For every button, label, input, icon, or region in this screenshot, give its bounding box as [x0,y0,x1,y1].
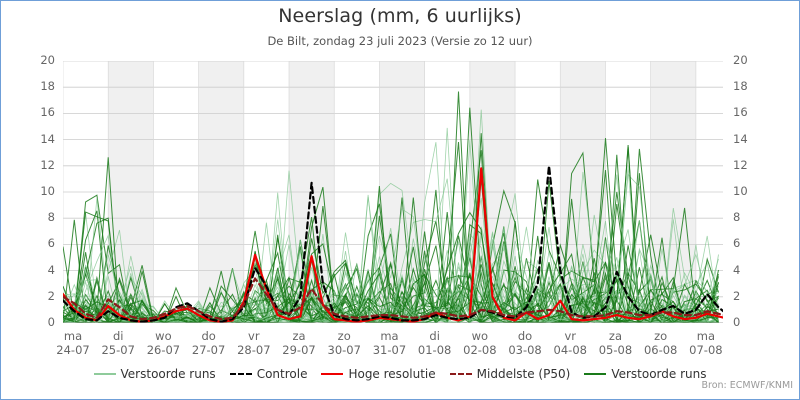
y-tick-label-right: 4 [733,262,741,277]
x-tick-day: zo [337,329,351,343]
x-tick-label: vr 04-08 [547,329,593,357]
y-tick-label-left: 4 [47,262,55,277]
y-tick-label-left: 20 [40,53,55,67]
legend-swatch [449,373,472,375]
y-tick-label-left: 2 [47,288,55,303]
x-tick-day: ma [63,329,83,343]
x-tick-date: 28-07 [237,343,271,357]
y-tick-label-right: 6 [733,236,741,251]
x-tick-label: wo 26-07 [140,329,186,357]
x-tick-label: di 01-08 [412,329,458,357]
legend-swatch [321,373,344,375]
x-tick-date: 03-08 [508,343,542,357]
y-tick-label-right: 2 [733,288,741,303]
y-tick-label-right: 14 [733,131,748,146]
legend-label: Controle [256,367,308,381]
legend-label: Verstoorde runs [611,367,707,381]
x-tick-day: di [112,329,124,343]
x-tick-day: wo [155,329,172,343]
y-tick-label-left: 10 [40,184,55,198]
legend-item[interactable]: Verstoorde runs [584,367,706,381]
x-tick-day: vr [248,329,260,343]
x-tick-label: do 27-07 [186,329,232,357]
x-tick-day: za [608,329,622,343]
chart-legend: Verstoorde runs Controle Hoge resolutie Mid… [1,367,799,381]
y-tick-label-right: 18 [733,79,748,94]
x-tick-label: ma 07-08 [683,329,729,357]
x-tick-date: 06-08 [643,343,678,357]
x-tick-day: do [201,329,216,343]
x-tick-label: ma 24-07 [50,329,96,357]
x-tick-date: 27-07 [191,343,226,357]
legend-label: Verstoorde runs [120,367,216,381]
x-tick-date: 07-08 [689,343,723,357]
x-tick-day: ma [696,329,715,343]
y-tick-label-left: 0 [47,315,55,329]
x-tick-date: 01-08 [417,343,452,357]
x-tick-label: za 05-08 [592,329,638,357]
x-tick-label: vr 28-07 [231,329,277,357]
x-tick-day: wo [471,329,489,343]
legend-label: Middelste (P50) [476,367,571,381]
x-tick-day: zo [654,329,668,343]
legend-item[interactable]: Verstoorde runs [93,367,216,381]
x-tick-day: za [292,329,306,343]
x-tick-day: vr [564,329,577,343]
legend-swatch [93,373,116,375]
ensemble-run-line [63,270,719,323]
y-tick-label-left: 12 [40,157,55,172]
legend-swatch [229,373,252,375]
y-tick-label-right: 0 [733,315,741,329]
x-tick-day: di [429,329,440,343]
x-tick-date: 25-07 [101,343,135,357]
series-line-middelste-p50 [63,277,723,321]
page-subtitle: De Bilt, zondag 23 juli 2023 (Versie zo … [267,34,533,48]
x-tick-label: ma 31-07 [366,329,412,357]
page-title: Neerslag (mm, 6 uurlijks) [278,5,522,27]
x-tick-day: do [517,329,533,343]
y-tick-label-right: 8 [733,210,741,225]
x-tick-label: di 25-07 [95,329,141,357]
x-tick-label: zo 06-08 [638,329,684,357]
y-tick-label-left: 18 [40,79,55,94]
y-tick-label-right: 16 [733,105,748,120]
legend-item[interactable]: Controle [229,367,308,381]
x-tick-date: 29-07 [282,343,316,357]
x-tick-label: zo 30-07 [321,329,367,357]
legend-item[interactable]: Hoge resolutie [321,367,436,381]
legend-item[interactable]: Middelste (P50) [449,367,571,381]
x-tick-date: 30-07 [327,343,361,357]
x-tick-date: 05-08 [598,343,633,357]
x-tick-day: ma [380,329,399,343]
x-tick-label: wo 02-08 [457,329,503,357]
y-tick-label-left: 8 [47,210,55,225]
source-attribution: Bron: ECMWF/KNMI [701,380,794,391]
x-tick-label: do 03-08 [502,329,548,357]
x-tick-label: za 29-07 [276,329,322,357]
y-tick-label-right: 10 [733,184,748,198]
y-tick-label-right: 20 [733,53,748,67]
ensemble-run-line [63,272,719,323]
x-tick-date: 26-07 [146,343,181,357]
x-tick-date: 24-07 [56,343,90,357]
ensemble-run-line [63,138,719,323]
x-tick-date: 02-08 [463,343,497,357]
y-tick-label-left: 14 [40,131,55,146]
y-tick-label-right: 12 [733,157,748,172]
legend-label: Hoge resolutie [348,367,436,381]
plot-area [63,61,723,323]
x-tick-date: 04-08 [553,343,587,357]
y-tick-label-left: 6 [47,236,55,251]
legend-swatch [584,373,607,375]
y-tick-label-left: 16 [40,105,55,120]
x-tick-date: 31-07 [372,343,407,357]
